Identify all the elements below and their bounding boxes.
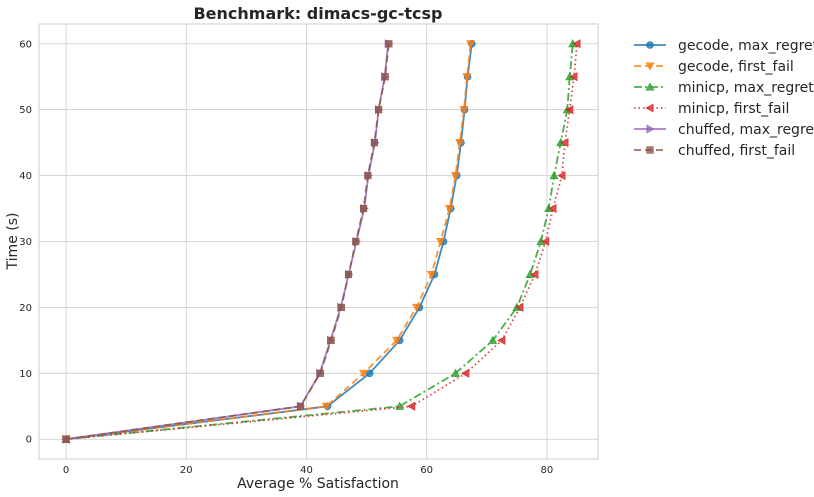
legend-label: chuffed, first_fail [678, 143, 795, 159]
data-point [411, 303, 421, 313]
data-point [488, 335, 498, 344]
legend-entry: chuffed, max_regret [634, 122, 814, 138]
x-tick-label: 20 [180, 465, 193, 476]
x-tick-label: 60 [420, 465, 433, 476]
data-point [62, 435, 70, 443]
data-point [344, 270, 353, 279]
y-tick-label: 0 [26, 435, 32, 446]
data-point [352, 237, 360, 246]
data-point [560, 138, 569, 148]
data-point [461, 368, 470, 378]
data-point [451, 172, 461, 181]
data-point [497, 335, 506, 345]
data-point [541, 236, 550, 247]
data-point [381, 73, 389, 81]
x-tick-label: 80 [541, 465, 554, 476]
y-tick-label: 60 [19, 39, 32, 50]
data-point [569, 72, 578, 82]
legend-label: gecode, max_regret [678, 38, 814, 54]
data-point [364, 171, 372, 180]
data-point [436, 238, 446, 247]
data-point [445, 205, 455, 214]
series-gecode-first-fail [61, 40, 476, 444]
legend-entry: minicp, max_regret [634, 80, 814, 96]
legend-label: chuffed, max_regret [678, 122, 814, 138]
legend-marker [645, 103, 654, 113]
data-point [549, 170, 559, 180]
data-point [515, 302, 524, 312]
data-point [451, 368, 461, 377]
data-point [327, 336, 335, 344]
y-axis-label: Time (s) [5, 213, 21, 271]
series-layer [61, 39, 581, 444]
ticks: 0 20 40 60 80 0 10 20 30 40 50 60 [19, 39, 553, 476]
legend: gecode, max_regret gecode, first_failmini… [634, 38, 814, 159]
data-point [565, 105, 574, 115]
data-point [316, 369, 324, 377]
data-point [296, 402, 305, 410]
data-point [466, 40, 476, 49]
legend-marker [646, 146, 654, 154]
data-point [530, 269, 539, 279]
legend-marker [645, 62, 655, 71]
data-point [359, 204, 368, 213]
data-point [359, 369, 369, 378]
data-point [455, 139, 465, 148]
y-tick-label: 10 [19, 369, 32, 380]
legend-label: minicp, first_fail [678, 101, 789, 117]
legend-marker [646, 124, 655, 134]
data-point [462, 73, 472, 82]
y-tick-label: 20 [19, 303, 32, 314]
legend-label: minicp, max_regret [678, 80, 814, 96]
series-minicp-first-fail [61, 39, 581, 444]
data-point [370, 139, 379, 147]
data-point [459, 106, 469, 115]
legend-entry: chuffed, first_fail [634, 143, 795, 159]
legend-label: gecode, first_fail [678, 59, 794, 75]
legend-entry: gecode, first_fail [634, 59, 794, 75]
data-point [572, 39, 581, 49]
series-chuffed-first-fail [62, 40, 393, 443]
data-point [392, 336, 402, 345]
data-point [321, 402, 331, 411]
data-point [548, 204, 557, 214]
data-point [375, 106, 383, 114]
y-tick-label: 30 [19, 237, 32, 248]
data-point [385, 40, 393, 48]
chart-title: Benchmark: dimacs-gc-tcsp [193, 4, 442, 23]
legend-entry: minicp, first_fail [634, 101, 789, 117]
x-axis-label: Average % Satisfaction [237, 476, 399, 492]
legend-marker [645, 82, 655, 91]
legend-entry: gecode, max_regret [634, 38, 814, 54]
data-point [407, 401, 416, 411]
data-point [337, 303, 345, 312]
x-tick-label: 0 [63, 465, 69, 476]
y-tick-label: 40 [19, 171, 32, 182]
x-tick-label: 40 [300, 465, 313, 476]
data-point [557, 171, 566, 181]
data-point [426, 270, 437, 280]
grid [39, 24, 598, 459]
legend-marker [646, 41, 654, 49]
y-tick-label: 50 [19, 105, 32, 116]
